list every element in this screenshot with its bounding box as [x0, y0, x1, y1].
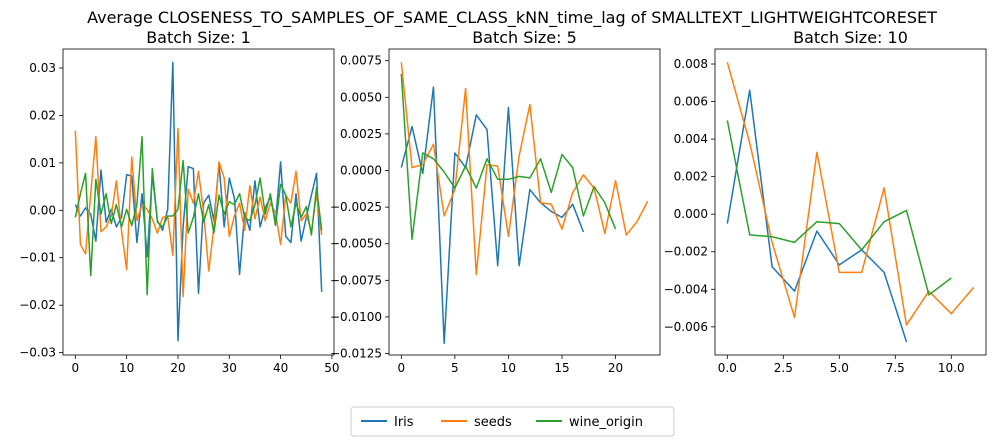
- x-tick-label: 2.5: [774, 361, 793, 375]
- x-tick-label: 20: [608, 361, 623, 375]
- y-tick-label: 0.0000: [340, 164, 382, 178]
- y-tick-label: 0.0075: [340, 54, 382, 68]
- subplot-batch-10: Batch Size: 10 0.0 2.5 5.0 7.5 10.0 −0.006 −0.0…: [664, 28, 987, 375]
- axes-frame: [714, 48, 987, 356]
- x-tick-label: 0: [71, 361, 79, 375]
- y-tick-label: 0.004: [674, 132, 708, 146]
- legend: Iris seeds wine_origin: [350, 406, 675, 437]
- y-tick-label: 0.002: [674, 170, 708, 184]
- legend-frame: [350, 406, 675, 437]
- y-tick-label: 0.0050: [340, 90, 382, 104]
- x-tick-label: 10.0: [938, 361, 965, 375]
- x-tick-label: 40: [273, 361, 288, 375]
- y-tick-label: 0.000: [674, 207, 708, 221]
- series-line-wine-origin: [726, 120, 952, 296]
- series-line-seeds: [726, 61, 975, 326]
- y-tick-label: −0.0100: [330, 310, 382, 324]
- figure-title: Average CLOSENESS_TO_SAMPLES_OF_SAME_CLA…: [87, 8, 937, 28]
- series-line-seeds: [74, 127, 323, 298]
- x-tick-label: 20: [170, 361, 185, 375]
- x-tick-label: 15: [554, 361, 569, 375]
- subplot-batch-5: Batch Size: 5 0 5 10 15 20 −0.0125 −0.0100 −0.00…: [330, 28, 661, 375]
- y-tick-label: −0.0050: [330, 237, 382, 251]
- subplot-title: Batch Size: 10: [793, 28, 908, 47]
- x-tick-label: 10: [501, 361, 516, 375]
- y-tick-label: 0.0025: [340, 127, 382, 141]
- y-tick-label: −0.0025: [330, 200, 382, 214]
- series-line-iris: [400, 86, 585, 345]
- series-line-iris: [726, 89, 908, 343]
- y-tick-label: 0.00: [29, 203, 56, 217]
- x-tick-label: 10: [119, 361, 134, 375]
- y-tick-label: −0.006: [664, 320, 708, 334]
- axes-frame: [388, 48, 661, 356]
- x-tick-label: 5.0: [830, 361, 849, 375]
- x-tick-label: 0: [397, 361, 405, 375]
- legend-label-iris: Iris: [394, 415, 414, 430]
- subplot-batch-1: Batch Size: 1 0 10 20 30 40 50 −0.03 −0.02 −0.01 0…: [19, 28, 339, 375]
- legend-label-seeds: seeds: [474, 415, 512, 430]
- subplot-title: Batch Size: 1: [146, 28, 251, 47]
- x-tick-label: 30: [222, 361, 237, 375]
- x-tick-label: 0.0: [718, 361, 737, 375]
- y-tick-label: −0.0125: [330, 347, 382, 361]
- y-tick-label: −0.03: [19, 346, 56, 360]
- series-line-wine-origin: [74, 136, 323, 296]
- series-line-wine-origin: [400, 73, 617, 241]
- y-tick-label: −0.004: [664, 282, 708, 296]
- y-tick-label: 0.008: [674, 57, 708, 71]
- x-tick-label: 50: [324, 361, 339, 375]
- y-tick-label: 0.02: [29, 108, 56, 122]
- x-tick-label: 7.5: [886, 361, 905, 375]
- legend-label-wine-origin: wine_origin: [569, 415, 643, 430]
- y-tick-label: −0.02: [19, 298, 56, 312]
- y-tick-label: 0.03: [29, 61, 56, 75]
- y-tick-label: 0.006: [674, 95, 708, 109]
- y-tick-label: −0.01: [19, 251, 56, 265]
- series-line-seeds: [400, 62, 649, 276]
- axes-frame: [62, 48, 335, 356]
- series-line-iris: [74, 61, 323, 342]
- y-tick-label: −0.0075: [330, 273, 382, 287]
- y-tick-label: 0.01: [29, 156, 56, 170]
- x-tick-label: 5: [451, 361, 459, 375]
- subplot-title: Batch Size: 5: [472, 28, 577, 47]
- y-tick-label: −0.002: [664, 245, 708, 259]
